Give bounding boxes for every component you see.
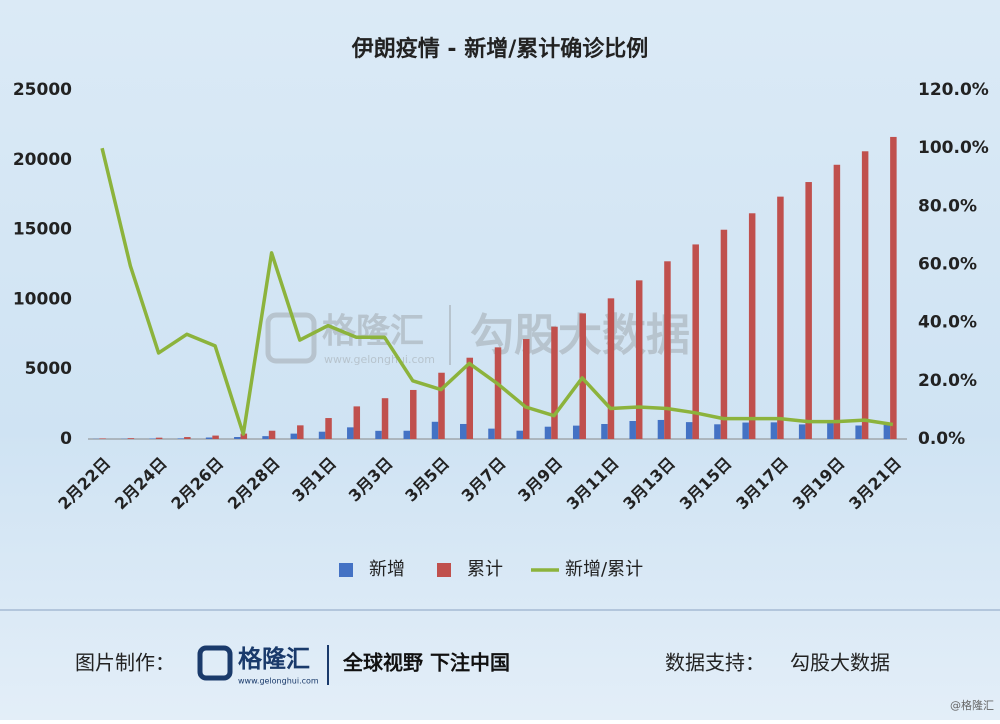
bar bbox=[128, 438, 134, 439]
y2-tick-label: 100.0% bbox=[918, 138, 989, 158]
legend-swatch bbox=[339, 563, 353, 577]
bar bbox=[375, 431, 382, 439]
footer-brand-url: www.gelonghui.com bbox=[238, 677, 319, 686]
bar bbox=[212, 436, 219, 439]
bar bbox=[721, 230, 728, 439]
bar bbox=[262, 436, 269, 439]
bar bbox=[178, 438, 185, 439]
bar bbox=[495, 347, 502, 439]
bar bbox=[636, 280, 643, 439]
y2-tick-label: 60.0% bbox=[918, 255, 977, 275]
bar bbox=[99, 438, 106, 439]
bar bbox=[410, 390, 417, 439]
bar bbox=[432, 422, 439, 439]
bar bbox=[658, 420, 665, 439]
legend-label: 累计 bbox=[467, 559, 503, 580]
bar bbox=[206, 438, 213, 439]
footer-brand: 格隆汇 bbox=[238, 645, 310, 673]
bar bbox=[460, 424, 467, 439]
legend-label: 新增/累计 bbox=[565, 559, 643, 580]
y-tick-label: 0 bbox=[60, 429, 72, 449]
bar bbox=[354, 406, 361, 439]
footer-source: 勾股大数据 bbox=[790, 651, 890, 675]
bar bbox=[749, 213, 756, 439]
bar bbox=[467, 358, 474, 439]
bar bbox=[291, 434, 298, 439]
y2-tick-label: 0.0% bbox=[918, 429, 965, 449]
bar bbox=[347, 427, 354, 439]
bar bbox=[692, 244, 699, 439]
bar bbox=[156, 438, 163, 439]
footer-mark: @格隆汇 bbox=[950, 698, 994, 712]
bar bbox=[862, 151, 869, 439]
bar bbox=[269, 431, 276, 439]
bar bbox=[686, 422, 693, 439]
bar bbox=[805, 182, 812, 439]
watermark: 格隆汇 www.gelonghui.com 勾股大数据 bbox=[268, 305, 690, 366]
bar bbox=[714, 424, 721, 439]
y-tick-label: 5000 bbox=[25, 359, 72, 379]
bar bbox=[777, 197, 784, 439]
watermark-brand: 格隆汇 bbox=[322, 312, 424, 352]
footer-made-by: 图片制作： bbox=[75, 651, 175, 675]
legend-swatch bbox=[437, 563, 451, 577]
legend-label: 新增 bbox=[369, 559, 405, 580]
bar bbox=[551, 327, 558, 439]
bar bbox=[184, 437, 191, 439]
chart-title: 伊朗疫情 - 新增/累计确诊比例 bbox=[351, 36, 649, 62]
y2-tick-label: 80.0% bbox=[918, 196, 977, 216]
bar bbox=[404, 431, 411, 439]
footer-slogan: 全球视野 下注中国 bbox=[342, 651, 510, 675]
bar bbox=[488, 429, 495, 439]
y2-tick-label: 120.0% bbox=[918, 80, 989, 100]
bar bbox=[601, 424, 608, 439]
watermark-url: www.gelonghui.com bbox=[324, 353, 435, 366]
bar bbox=[827, 422, 834, 439]
bar bbox=[523, 339, 530, 439]
y2-tick-label: 40.0% bbox=[918, 313, 977, 333]
bar bbox=[608, 298, 615, 439]
footer-support: 数据支持： bbox=[665, 651, 765, 675]
bar bbox=[771, 422, 778, 439]
bar bbox=[438, 373, 445, 439]
bar bbox=[664, 261, 671, 439]
y-tick-label: 15000 bbox=[13, 220, 72, 240]
bar bbox=[834, 165, 841, 439]
bar bbox=[629, 421, 636, 439]
bar bbox=[516, 431, 523, 439]
bar bbox=[382, 398, 389, 439]
bar bbox=[742, 423, 749, 439]
y-tick-label: 20000 bbox=[13, 150, 72, 170]
bar bbox=[855, 426, 862, 439]
bar bbox=[799, 424, 806, 439]
y-tick-label: 10000 bbox=[13, 289, 72, 309]
bar bbox=[884, 425, 891, 439]
bar bbox=[325, 418, 332, 439]
y2-tick-label: 20.0% bbox=[918, 371, 977, 391]
bar bbox=[573, 426, 580, 439]
bar bbox=[545, 427, 552, 439]
bar bbox=[579, 313, 586, 439]
bar bbox=[297, 425, 304, 439]
y-tick-label: 25000 bbox=[13, 80, 72, 100]
bar bbox=[234, 437, 241, 439]
bar bbox=[319, 432, 326, 439]
bar bbox=[890, 137, 897, 439]
